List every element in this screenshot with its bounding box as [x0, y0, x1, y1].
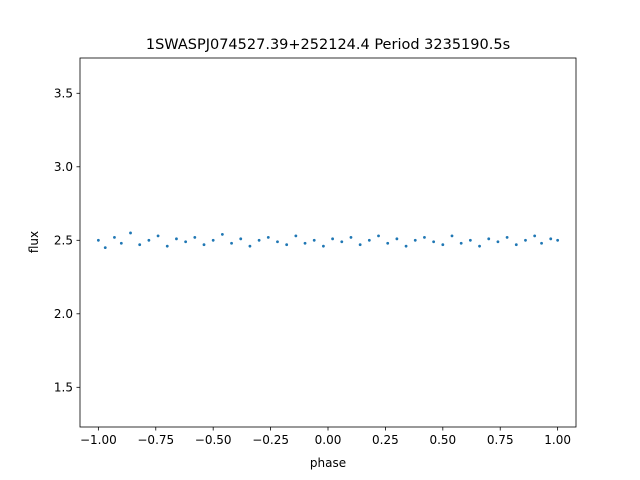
data-point — [138, 243, 142, 247]
data-point — [156, 234, 160, 238]
x-tick-label: 0.25 — [372, 433, 399, 447]
data-point — [220, 233, 224, 236]
data-point — [103, 246, 107, 250]
data-point — [230, 241, 233, 245]
data-point — [549, 237, 553, 241]
data-point — [377, 234, 380, 238]
y-tick-label: 1.5 — [54, 380, 73, 394]
data-point — [257, 238, 261, 242]
y-tick-label: 2.5 — [54, 233, 73, 247]
x-tick-label: 0.75 — [487, 433, 514, 447]
data-point — [450, 234, 454, 238]
x-tick-label: 0.00 — [315, 433, 342, 447]
data-point — [239, 237, 243, 241]
data-point — [395, 237, 399, 241]
data-point — [367, 238, 371, 242]
data-point — [432, 240, 436, 244]
data-point — [276, 240, 279, 244]
x-tick-label: 0.50 — [429, 433, 456, 447]
y-tick-label: 3.5 — [54, 86, 73, 100]
y-axis: 1.5 2.0 2.5 3.0 3.5 — [54, 86, 80, 394]
x-tick-label: 1.00 — [544, 433, 571, 447]
data-point — [294, 234, 298, 238]
data-point — [478, 244, 481, 248]
data-point — [248, 244, 252, 248]
data-point — [312, 238, 316, 242]
data-point — [487, 237, 491, 241]
data-point — [184, 240, 188, 244]
x-tick-label: −0.50 — [195, 433, 232, 447]
data-point — [524, 238, 527, 242]
data-point — [147, 238, 151, 242]
data-point — [175, 237, 178, 241]
chart-title: 1SWASPJ074527.39+252124.4 Period 3235190… — [146, 37, 510, 53]
data-point — [556, 238, 560, 242]
data-point — [540, 241, 543, 245]
data-point — [404, 244, 408, 248]
data-point — [349, 235, 353, 239]
data-point — [285, 243, 289, 247]
data-point — [514, 243, 518, 247]
data-point — [413, 238, 417, 242]
data-point — [211, 238, 215, 242]
y-tick-label: 2.0 — [54, 307, 73, 321]
data-point — [459, 241, 463, 245]
data-point — [303, 241, 307, 245]
y-axis-label: flux — [27, 231, 41, 253]
data-point — [423, 235, 426, 239]
data-point — [113, 235, 116, 239]
data-point — [202, 243, 206, 247]
x-tick-label: −0.25 — [252, 433, 289, 447]
x-axis: −1.00 −0.75 −0.50 −0.25 0.00 0.25 0.50 0.75 1.00 — [80, 427, 571, 447]
data-point — [496, 240, 500, 244]
data-point — [441, 243, 445, 247]
data-point — [129, 231, 132, 235]
data-point — [386, 241, 390, 245]
data-point — [331, 237, 334, 241]
data-point — [468, 238, 472, 242]
x-tick-label: −0.75 — [137, 433, 174, 447]
y-tick-label: 3.0 — [54, 160, 73, 174]
x-axis-label: phase — [310, 456, 346, 470]
data-point — [340, 240, 344, 244]
data-point — [358, 243, 362, 247]
data-point — [322, 244, 325, 248]
x-tick-label: −1.00 — [80, 433, 117, 447]
data-point — [533, 234, 537, 238]
data-point — [505, 235, 509, 239]
data-point — [193, 235, 197, 239]
scatter-points — [96, 231, 560, 250]
data-point — [96, 238, 100, 242]
data-point — [119, 241, 123, 245]
data-point — [266, 235, 270, 239]
data-point — [165, 244, 169, 248]
